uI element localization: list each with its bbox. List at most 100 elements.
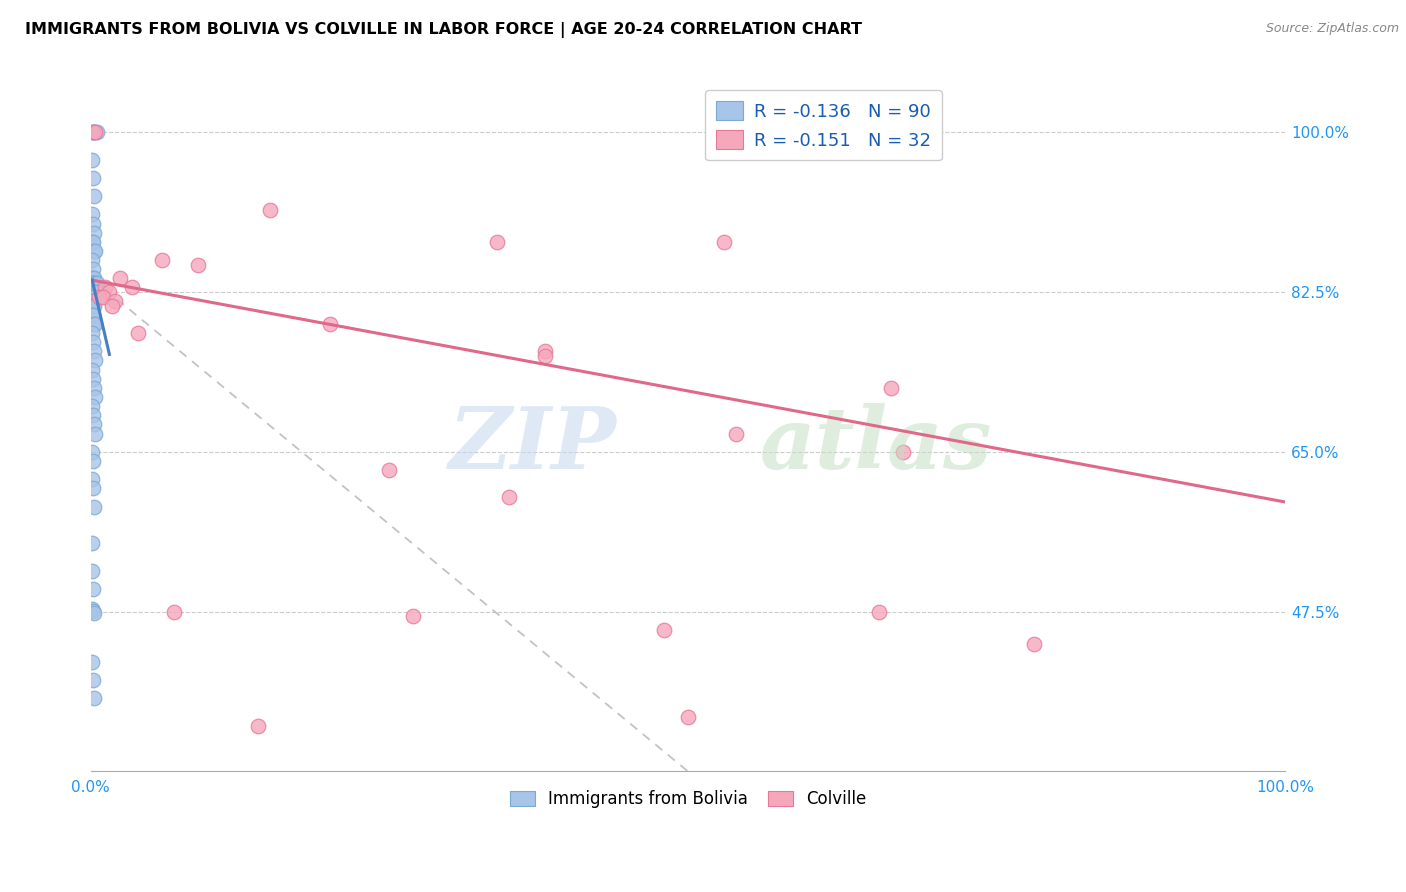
Point	[80, 536, 103, 550]
Point	[101, 299, 124, 313]
Point	[82, 299, 104, 313]
Point	[83, 417, 105, 432]
Point	[80, 602, 103, 616]
Point	[80, 308, 103, 322]
Point	[83, 244, 105, 258]
Point	[84, 426, 107, 441]
Point	[82, 294, 104, 309]
Point	[891, 445, 914, 459]
Point	[83, 606, 105, 620]
Point	[84, 276, 107, 290]
Point	[82, 276, 104, 290]
Point	[83, 271, 105, 285]
Point	[86, 276, 108, 290]
Point	[82, 308, 104, 322]
Point	[533, 349, 555, 363]
Point	[80, 153, 103, 167]
Point	[163, 605, 186, 619]
Point	[80, 326, 103, 340]
Point	[84, 125, 107, 139]
Point	[713, 235, 735, 249]
Point	[82, 335, 104, 350]
Point	[82, 481, 104, 495]
Point	[82, 170, 104, 185]
Point	[82, 280, 104, 294]
Point	[80, 280, 103, 294]
Point	[80, 299, 103, 313]
Point	[80, 362, 103, 376]
Point	[80, 399, 103, 413]
Point	[402, 609, 425, 624]
Point	[80, 276, 103, 290]
Point	[83, 691, 105, 706]
Point	[84, 390, 107, 404]
Point	[80, 285, 103, 299]
Text: IMMIGRANTS FROM BOLIVIA VS COLVILLE IN LABOR FORCE | AGE 20-24 CORRELATION CHART: IMMIGRANTS FROM BOLIVIA VS COLVILLE IN L…	[25, 22, 862, 38]
Point	[652, 623, 675, 637]
Point	[83, 344, 105, 359]
Text: atlas: atlas	[759, 403, 993, 487]
Point	[127, 326, 149, 340]
Point	[724, 426, 747, 441]
Point	[83, 280, 105, 294]
Point	[80, 271, 103, 285]
Point	[1024, 636, 1046, 650]
Point	[82, 262, 104, 277]
Point	[121, 280, 143, 294]
Point	[80, 235, 103, 249]
Point	[84, 317, 107, 331]
Point	[82, 673, 104, 687]
Point	[84, 285, 107, 299]
Point	[91, 289, 114, 303]
Point	[97, 285, 120, 299]
Point	[82, 454, 104, 468]
Point	[83, 125, 105, 139]
Point	[80, 564, 103, 578]
Point	[533, 344, 555, 359]
Point	[82, 582, 104, 596]
Point	[82, 271, 104, 285]
Point	[80, 253, 103, 268]
Point	[84, 244, 107, 258]
Point	[86, 125, 108, 139]
Legend: Immigrants from Bolivia, Colville: Immigrants from Bolivia, Colville	[503, 784, 873, 815]
Point	[880, 381, 903, 395]
Point	[80, 294, 103, 309]
Point	[378, 463, 401, 477]
Point	[80, 445, 103, 459]
Point	[84, 353, 107, 368]
Point	[82, 285, 104, 299]
Point	[82, 409, 104, 423]
Point	[80, 207, 103, 221]
Point	[83, 317, 105, 331]
Point	[498, 491, 520, 505]
Point	[83, 299, 105, 313]
Point	[82, 125, 104, 139]
Point	[103, 294, 125, 309]
Point	[86, 285, 108, 299]
Point	[83, 226, 105, 240]
Point	[83, 276, 105, 290]
Point	[82, 289, 104, 303]
Point	[82, 235, 104, 249]
Text: ZIP: ZIP	[449, 403, 616, 487]
Point	[868, 605, 890, 619]
Point	[80, 125, 103, 139]
Point	[80, 655, 103, 669]
Point	[150, 253, 173, 268]
Point	[80, 289, 103, 303]
Point	[83, 500, 105, 514]
Point	[82, 372, 104, 386]
Point	[87, 289, 110, 303]
Point	[80, 472, 103, 486]
Point	[676, 709, 699, 723]
Point	[259, 202, 281, 217]
Point	[84, 280, 107, 294]
Point	[82, 125, 104, 139]
Point	[82, 604, 104, 618]
Point	[110, 271, 132, 285]
Point	[83, 381, 105, 395]
Text: Source: ZipAtlas.com: Source: ZipAtlas.com	[1265, 22, 1399, 36]
Point	[94, 280, 117, 294]
Point	[318, 317, 340, 331]
